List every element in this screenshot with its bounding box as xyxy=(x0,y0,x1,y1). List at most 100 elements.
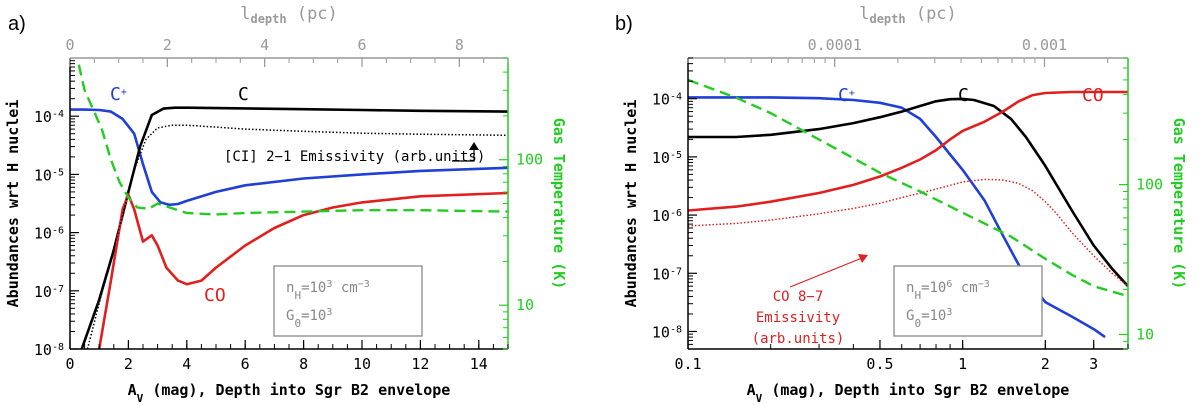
x-tick-label: 10 xyxy=(353,355,371,373)
right-tick-label: 10 xyxy=(516,296,534,314)
y-tick-label-part-0: 10 xyxy=(652,91,670,109)
annotation-arrowhead xyxy=(858,254,868,263)
y-tick-label-part-1: -6 xyxy=(670,208,682,219)
parameter-line-1-part-4: cm xyxy=(952,280,977,296)
parameter-line-2-part-0: G xyxy=(906,308,914,324)
y-tick-label: 10-4 xyxy=(34,108,64,126)
y-tick-label-part-0: 10 xyxy=(34,283,52,301)
parameter-line-2-part-0: G xyxy=(286,308,294,324)
label-c-plus-part-0: C xyxy=(838,85,849,106)
x-tick-label: 6 xyxy=(241,355,250,373)
label-c: C xyxy=(238,84,249,105)
y-tick-label-part-1: -5 xyxy=(52,167,64,178)
top-tick-label: 6 xyxy=(357,36,366,54)
parameter-line-1-part-1: H xyxy=(914,289,921,302)
x-axis-title-part-2: (mag), Depth into Sgr B2 envelope xyxy=(143,381,450,399)
y-tick-label-part-0: 10 xyxy=(652,265,670,283)
parameter-line-2-part-3: 3 xyxy=(946,307,952,318)
y-tick-label-part-0: 10 xyxy=(34,341,52,359)
top-tick-label: 0 xyxy=(65,36,74,54)
top-axis-title-part-1: depth xyxy=(869,12,905,26)
y-tick-label-part-1: -6 xyxy=(52,225,64,236)
curves xyxy=(688,78,1128,339)
right-axis-title: Gas Temperature (K) xyxy=(550,118,568,290)
top-tick-label: 8 xyxy=(455,36,464,54)
y-tick-label-part-1: -7 xyxy=(670,266,682,277)
parameter-line-2: G0=103 xyxy=(286,307,332,330)
series-line-c xyxy=(688,97,1128,288)
curves xyxy=(70,64,508,349)
series-line-co xyxy=(688,90,1128,212)
top-axis-title: ldepth (pc) xyxy=(240,4,338,26)
top-axis-title-part-1: depth xyxy=(250,12,286,26)
label-c-plus-part-1: + xyxy=(121,87,127,98)
annotation-arrow xyxy=(789,257,863,288)
top-axis-title-part-0: l xyxy=(859,4,869,24)
y-tick-label: 10-8 xyxy=(652,323,682,341)
y-axis-title: Abundances wrt H nuclei xyxy=(4,100,22,308)
parameter-box xyxy=(273,265,423,337)
x-tick-label: 1 xyxy=(958,355,967,373)
right-tick-label: 10 xyxy=(1136,325,1154,343)
y-tick-label-part-0: 10 xyxy=(34,166,52,184)
top-tick-label: 0.001 xyxy=(1022,36,1067,54)
series-line-gas-temperature xyxy=(77,64,508,216)
y-tick-label: 10-6 xyxy=(34,225,64,243)
annotation-arrowhead xyxy=(469,142,479,150)
x-tick-label: 14 xyxy=(470,355,488,373)
annotation-co-emissivity: Emissivity xyxy=(756,310,840,326)
series-line-c- xyxy=(688,96,1106,339)
right-tick-label: 100 xyxy=(1136,176,1163,194)
top-tick-label: 4 xyxy=(260,36,269,54)
top-axis-title-part-2: (pc) xyxy=(287,4,338,24)
y-tick-label-part-1: -7 xyxy=(52,283,64,294)
parameter-line-1: nH=103 cm−3 xyxy=(286,279,370,302)
parameter-line-1-part-3: 6 xyxy=(946,279,952,290)
top-tick-label: 0.0001 xyxy=(808,36,862,54)
parameter-line-1-part-1: H xyxy=(294,289,301,302)
series-line--ci-2-1-emissivity xyxy=(86,124,508,349)
parameter-line-2: G0=103 xyxy=(906,307,952,330)
parameter-line-2-part-3: 3 xyxy=(326,307,332,318)
x-tick-label: 12 xyxy=(411,355,429,373)
y-tick-label-part-1: -4 xyxy=(52,109,64,120)
x-axis-title: AV (mag), Depth into Sgr B2 envelope xyxy=(128,381,451,405)
annotation-arrow xyxy=(452,146,475,162)
top-axis-title-part-2: (pc) xyxy=(906,4,957,24)
right-axis-title: Gas Temperature (K) xyxy=(1170,118,1188,290)
series-line-gas-temperature xyxy=(688,78,1128,298)
y-tick-label-part-0: 10 xyxy=(652,149,670,167)
series-line-c- xyxy=(70,108,508,207)
x-axis-title-part-0: A xyxy=(128,381,137,399)
parameter-line-2-part-1: 0 xyxy=(294,317,301,330)
x-tick-label: 0.5 xyxy=(866,355,893,373)
parameter-line-1-part-5: −3 xyxy=(358,279,370,290)
parameter-line-1: nH=106 cm−3 xyxy=(906,279,990,302)
label-c-plus-part-1: + xyxy=(849,88,855,99)
x-axis-title-part-1: V xyxy=(756,392,763,405)
parameter-line-1-part-4: cm xyxy=(332,280,357,296)
y-tick-label: 10-5 xyxy=(34,166,64,184)
y-tick-label: 10-4 xyxy=(652,91,682,109)
x-tick-label: 2 xyxy=(124,355,133,373)
parameter-line-2-part-1: 0 xyxy=(914,317,921,330)
parameter-line-1-part-5: −3 xyxy=(978,279,990,290)
y-tick-label: 10-7 xyxy=(652,265,682,283)
parameter-line-1-part-2: =10 xyxy=(921,280,946,296)
x-tick-label: 3 xyxy=(1089,355,1098,373)
x-tick-label: 0.1 xyxy=(674,355,701,373)
label-c-plus: C+ xyxy=(838,85,855,106)
annotation-co-line: CO 8−7 xyxy=(773,289,824,305)
x-tick-label: 0 xyxy=(65,355,74,373)
y-tick-label-part-1: -4 xyxy=(670,91,682,102)
top-tick-label: 2 xyxy=(163,36,172,54)
x-axis-title-part-1: V xyxy=(137,392,144,405)
panel-label: a) xyxy=(8,13,26,35)
parameter-line-2-part-2: =10 xyxy=(301,308,326,324)
y-tick-label: 10-8 xyxy=(34,341,64,359)
label-co: CO xyxy=(1082,85,1104,106)
y-tick-label-part-1: -8 xyxy=(52,342,64,353)
x-axis-title-part-2: (mag), Depth into Sgr B2 envelope xyxy=(762,381,1069,399)
